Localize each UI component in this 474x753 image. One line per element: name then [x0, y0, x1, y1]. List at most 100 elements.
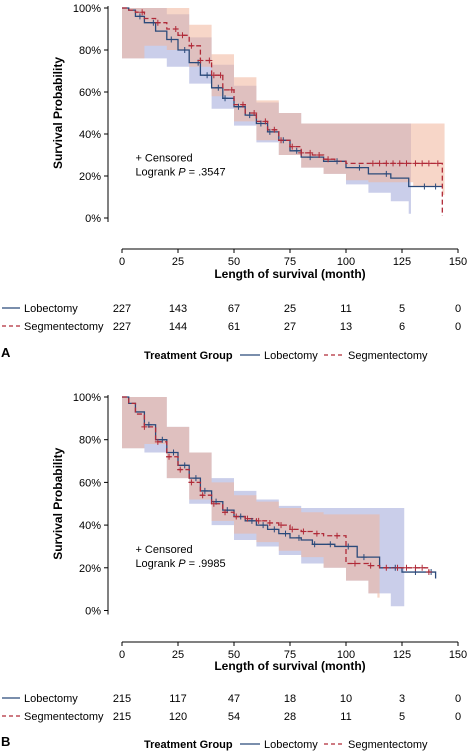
censor-mark-segmentectomy	[394, 564, 401, 571]
censor-mark-lobectomy	[345, 543, 352, 550]
risk-count: 13	[340, 321, 352, 333]
risk-count: 0	[455, 693, 461, 705]
risk-count: 18	[284, 693, 296, 705]
censor-mark-segmentectomy	[233, 513, 240, 520]
y-tick-label: 80%	[79, 435, 101, 447]
censor-mark-segmentectomy	[298, 149, 305, 156]
censor-mark-lobectomy	[159, 436, 166, 443]
censor-mark-lobectomy	[136, 13, 143, 20]
censor-mark-segmentectomy	[262, 118, 269, 125]
censor-mark-segmentectomy	[383, 564, 390, 571]
risk-row-label: Segmentectomy	[24, 711, 104, 723]
censor-mark-segmentectomy	[289, 526, 296, 533]
censor-mark-lobectomy	[201, 487, 208, 494]
logrank-value: = .9985	[186, 558, 226, 570]
censor-mark-segmentectomy	[154, 438, 161, 445]
risk-row-label: Segmentectomy	[24, 321, 104, 333]
risk-count: 27	[284, 321, 296, 333]
x-tick-label: 100	[337, 649, 355, 661]
censor-mark-segmentectomy	[425, 569, 432, 576]
censor-mark-lobectomy	[295, 534, 302, 541]
censor-mark-segmentectomy	[177, 466, 184, 473]
censor-mark-segmentectomy	[390, 160, 397, 167]
censor-mark-segmentectomy	[217, 72, 224, 79]
censor-mark-segmentectomy	[239, 101, 246, 108]
censor-mark-segmentectomy	[300, 528, 307, 535]
censor-mark-lobectomy	[192, 475, 199, 482]
censor-mark-segmentectomy	[251, 110, 258, 116]
logrank-prefix: Logrank	[135, 166, 178, 178]
censor-mark-segmentectomy	[210, 500, 217, 507]
x-tick-label: 50	[228, 256, 240, 268]
censor-mark-lobectomy	[181, 47, 188, 53]
risk-count: 227	[113, 303, 131, 315]
censored-note: + Censored	[135, 544, 192, 556]
x-tick-label: 125	[393, 256, 411, 268]
censor-mark-segmentectomy	[403, 564, 410, 571]
censor-mark-lobectomy	[334, 158, 341, 165]
censor-mark-lobectomy	[271, 526, 278, 533]
censor-mark-lobectomy	[360, 554, 367, 561]
legend-label: Lobectomy	[264, 739, 318, 751]
censor-mark-segmentectomy	[222, 509, 229, 516]
risk-count: 227	[113, 321, 131, 333]
risk-count: 215	[113, 693, 131, 705]
risk-count: 67	[228, 303, 240, 315]
censor-mark-segmentectomy	[307, 149, 314, 156]
censor-mark-lobectomy	[248, 517, 255, 524]
risk-count: 0	[455, 711, 461, 723]
risk-count: 117	[169, 693, 187, 705]
risk-count: 47	[228, 693, 240, 705]
censor-mark-segmentectomy	[313, 530, 320, 537]
censor-mark-lobectomy	[222, 95, 229, 102]
x-tick-label: 150	[449, 649, 467, 661]
risk-count: 61	[228, 321, 240, 333]
risk-count: 0	[455, 303, 461, 315]
x-tick-label: 150	[449, 256, 467, 268]
y-tick-label: 0%	[85, 213, 101, 225]
x-tick-label: 75	[284, 649, 296, 661]
x-axis-label: Length of survival (month)	[214, 267, 365, 281]
risk-count: 28	[284, 711, 296, 723]
risk-count: 5	[399, 711, 405, 723]
censor-mark-lobectomy	[204, 72, 211, 79]
x-axis-label: Length of survival (month)	[214, 659, 365, 673]
censor-mark-lobectomy	[266, 128, 273, 135]
panel-letter: A	[1, 345, 11, 360]
censor-mark-lobectomy	[246, 112, 253, 119]
legend-label: Segmentectomy	[348, 350, 428, 362]
censor-mark-lobectomy	[421, 183, 428, 190]
logrank-prefix: Logrank	[135, 558, 178, 570]
censor-mark-segmentectomy	[383, 160, 390, 167]
y-tick-label: 80%	[79, 45, 101, 57]
logrank-p: P	[178, 166, 186, 178]
censor-mark-lobectomy	[181, 462, 188, 469]
censor-mark-segmentectomy	[396, 160, 403, 167]
censor-mark-segmentectomy	[266, 519, 273, 526]
confidence-band-segmentectomy	[122, 8, 445, 195]
legend-title: Treatment Group	[144, 350, 233, 362]
y-tick-label: 0%	[85, 605, 101, 617]
censor-mark-segmentectomy	[206, 57, 213, 64]
censor-mark-segmentectomy	[199, 492, 206, 499]
x-tick-label: 125	[393, 649, 411, 661]
risk-count: 10	[340, 693, 352, 705]
censor-mark-segmentectomy	[412, 160, 419, 167]
censor-mark-segmentectomy	[316, 152, 323, 158]
censor-mark-segmentectomy	[278, 522, 285, 529]
censor-mark-lobectomy	[311, 541, 318, 548]
x-tick-label: 0	[119, 649, 125, 661]
panel-letter: B	[1, 734, 10, 749]
censor-mark-lobectomy	[327, 541, 334, 548]
y-tick-label: 100%	[73, 392, 101, 404]
censor-mark-segmentectomy	[419, 160, 426, 167]
censor-mark-segmentectomy	[419, 564, 426, 571]
censor-mark-segmentectomy	[412, 564, 419, 571]
risk-count: 0	[455, 321, 461, 333]
censored-note: + Censored	[135, 152, 192, 164]
y-axis-label: Survival Probability	[51, 447, 65, 559]
censor-mark-segmentectomy	[369, 160, 376, 167]
censor-mark-segmentectomy	[141, 423, 148, 430]
censor-mark-lobectomy	[145, 421, 152, 428]
